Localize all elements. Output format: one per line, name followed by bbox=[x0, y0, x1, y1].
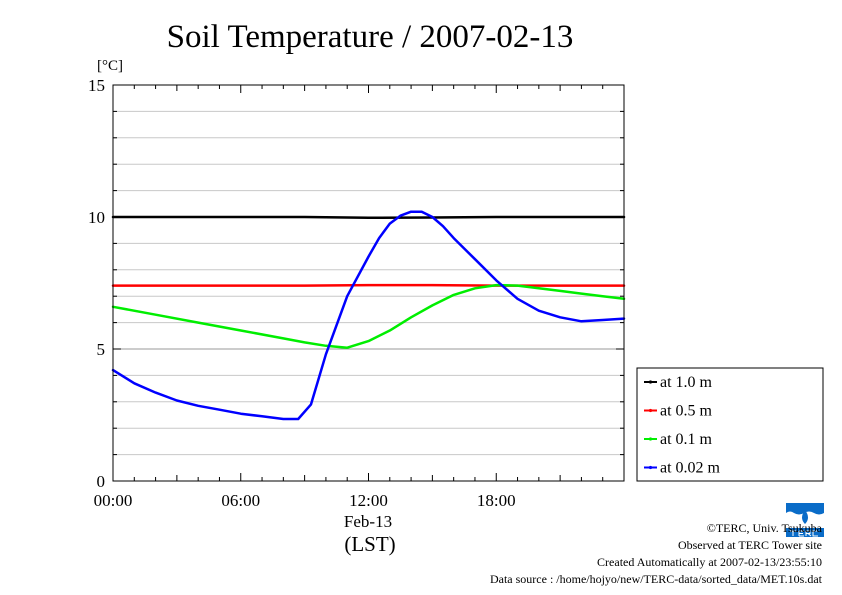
plot-area bbox=[113, 85, 624, 481]
legend: at 1.0 m at 0.5 m at 0.1 m at 0.02 m bbox=[636, 367, 824, 482]
credit-line-copyright: ©TERC, Univ. Tsukuba bbox=[707, 521, 823, 535]
x-tick-label: 06:00 bbox=[221, 491, 260, 510]
credit-line-created: Created Automatically at 2007-02-13/23:5… bbox=[597, 555, 822, 569]
series-line bbox=[111, 215, 626, 220]
x-tick-label: 00:00 bbox=[94, 491, 133, 510]
logo-text-band bbox=[786, 528, 824, 537]
credit-line-source: Data source : /home/hojyo/new/TERC-data/… bbox=[490, 572, 823, 586]
tick-labels: 0 5 10 15 00:00 06:00 12:00 18:00 bbox=[88, 76, 516, 510]
legend-marker bbox=[648, 437, 653, 441]
y-tick-label: 5 bbox=[97, 340, 106, 359]
legend-marker bbox=[648, 408, 653, 413]
series-line bbox=[111, 283, 626, 349]
terc-logo bbox=[786, 503, 824, 537]
legend-marker bbox=[648, 465, 653, 470]
x-tick-label: 12:00 bbox=[349, 491, 388, 510]
legend-label: at 1.0 m bbox=[660, 374, 713, 391]
y-tick-label: 0 bbox=[97, 472, 106, 491]
chart-title: Soil Temperature / 2007-02-13 bbox=[167, 19, 574, 55]
y-tick-label: 10 bbox=[88, 208, 105, 227]
x-tick-label: 18:00 bbox=[477, 491, 516, 510]
y-tick-label: 15 bbox=[88, 76, 105, 95]
legend-marker bbox=[648, 380, 653, 384]
x-axis-date-label: Feb-13 bbox=[344, 512, 392, 531]
credit-line-site: Observed at TERC Tower site bbox=[678, 538, 822, 552]
logo-lettering bbox=[790, 530, 818, 537]
legend-label: at 0.1 m bbox=[660, 431, 713, 448]
legend-label: at 0.5 m bbox=[660, 403, 713, 420]
series-line bbox=[111, 283, 626, 287]
x-axis-unit-label: (LST) bbox=[344, 532, 395, 556]
legend-box bbox=[636, 367, 824, 482]
legend-label: at 0.02 m bbox=[660, 460, 721, 477]
series-line bbox=[111, 210, 626, 421]
plot-frame bbox=[112, 84, 625, 482]
y-axis-label: [°C] bbox=[97, 58, 123, 74]
logo-drop-icon bbox=[802, 510, 808, 524]
logo-wave-icon bbox=[786, 503, 824, 515]
series-lines bbox=[111, 210, 626, 421]
